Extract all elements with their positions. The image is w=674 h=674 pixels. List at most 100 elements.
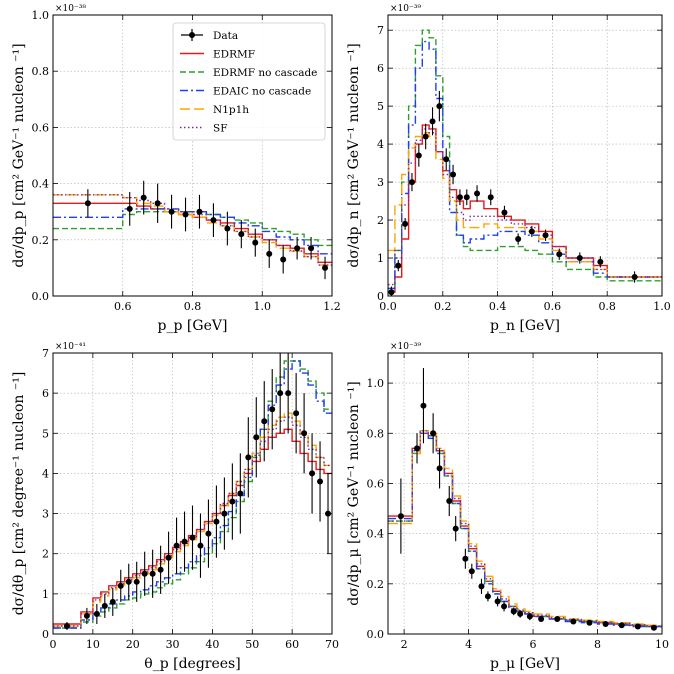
data-point <box>450 171 457 178</box>
data-point <box>538 615 545 622</box>
data-point <box>487 194 494 201</box>
y-tick-label: 0.8 <box>367 427 385 440</box>
data-point <box>224 225 231 232</box>
x-tick-label: 1.0 <box>653 300 671 313</box>
data-point <box>408 179 415 186</box>
axis-exponent: ×10⁻³⁸ <box>55 4 86 14</box>
plot-area <box>53 180 332 280</box>
data-point <box>154 200 161 207</box>
series-line-edrmf-no-cascade <box>53 211 332 247</box>
series-line-n1p1h <box>388 430 662 626</box>
y-axis-label: dσ/dp_p [cm² GeV⁻¹ nucleon ⁻¹] <box>11 43 27 267</box>
y-axis-label: dσ/dp_n [cm² GeV⁻¹ nucleon ⁻¹] <box>346 43 362 267</box>
axis-exponent: ×10⁻³⁹ <box>390 342 421 352</box>
x-tick-label: 0.4 <box>489 300 507 313</box>
data-point <box>526 613 533 620</box>
data-point <box>93 610 100 617</box>
x-tick-label: 0.8 <box>598 300 616 313</box>
data-point <box>494 598 501 605</box>
data-point <box>586 619 593 626</box>
y-tick-label: 5 <box>42 427 49 440</box>
data-point <box>576 255 583 262</box>
data-point <box>556 251 563 258</box>
legend-entry: EDRMF no cascade <box>213 67 317 79</box>
plot-area <box>388 29 662 296</box>
data-point <box>517 610 524 617</box>
x-tick-label: 0.0 <box>379 300 397 313</box>
legend-box <box>172 22 326 141</box>
legend-entry: EDRMF <box>213 49 255 61</box>
y-tick-label: 2 <box>42 548 49 561</box>
legend-marker-data <box>189 32 195 38</box>
data-point <box>397 513 404 520</box>
y-tick-label: 1.0 <box>367 377 385 390</box>
data-point <box>631 274 638 281</box>
panel-pmu: 2 4 6 8 10 0.0 0.2 0.4 0.6 0.8 1.0 ×10⁻³⁹ p_μ [GeV] d… <box>346 342 669 672</box>
legend-entry: EDAIC no cascade <box>213 86 311 98</box>
data-point <box>468 568 475 575</box>
data-point <box>181 538 188 545</box>
data-point <box>618 622 625 629</box>
series-line-edrmf <box>388 124 662 293</box>
y-tick-label: 7 <box>42 347 49 360</box>
data-point <box>210 217 217 224</box>
data-point <box>266 250 273 257</box>
data-point <box>501 209 508 216</box>
series-line-edaic-no-cascade <box>388 432 662 628</box>
y-tick-label: 1 <box>42 588 49 601</box>
data-point <box>293 410 300 417</box>
series-line-edrmf <box>388 432 662 628</box>
data-point <box>309 470 316 477</box>
y-tick-label: 6 <box>42 387 49 400</box>
y-axis-label: dσ/dθ_p [cm² degree⁻¹ nucleon ⁻¹] <box>11 372 27 616</box>
data-point <box>261 418 268 425</box>
plot-area <box>53 353 332 630</box>
y-tick-label: 0.2 <box>32 234 50 247</box>
data-point <box>443 156 450 163</box>
data-point <box>515 236 522 243</box>
axes-frame <box>387 352 663 635</box>
data-point <box>280 256 287 263</box>
data-point <box>213 518 220 525</box>
x-tick-label: 0.6 <box>544 300 562 313</box>
x-tick-label: 60 <box>285 638 299 651</box>
data-point <box>133 578 140 585</box>
data-point <box>245 454 252 461</box>
data-point <box>221 510 228 517</box>
data-point <box>570 618 577 625</box>
y-tick-label: 3 <box>42 508 49 521</box>
data-point <box>415 152 422 159</box>
data-point <box>237 490 244 497</box>
x-tick-label: 30 <box>166 638 180 651</box>
x-tick-label: 1.0 <box>254 300 272 313</box>
data-point <box>446 498 453 505</box>
x-axis-label: θ_p [degrees] <box>144 656 240 672</box>
y-axis-label: dσ/dp_μ [cm² GeV⁻¹ nucleon ⁻¹] <box>346 381 362 605</box>
data-point <box>650 624 657 631</box>
data-point <box>420 402 427 409</box>
x-tick-label: 2 <box>401 638 408 651</box>
plot-area <box>388 368 662 631</box>
data-point <box>238 231 245 238</box>
data-point <box>317 478 324 485</box>
x-tick-label: 1.2 <box>323 300 341 313</box>
x-tick-label: 0.8 <box>184 300 202 313</box>
data-point <box>63 622 70 629</box>
x-tick-label: 8 <box>594 638 601 651</box>
y-tick-label: 6 <box>377 62 384 75</box>
data-point <box>117 582 124 589</box>
data-point <box>474 190 481 197</box>
x-tick-label: 10 <box>86 638 100 651</box>
data-point <box>422 133 429 140</box>
axes-frame <box>52 352 333 635</box>
data-point <box>597 258 604 265</box>
data-point <box>277 390 284 397</box>
data-point <box>501 603 508 610</box>
data-point <box>141 570 148 577</box>
y-tick-label: 0 <box>42 628 49 641</box>
y-tick-label: 4 <box>377 138 384 151</box>
x-tick-label: 0 <box>50 638 57 651</box>
data-point <box>165 554 172 561</box>
